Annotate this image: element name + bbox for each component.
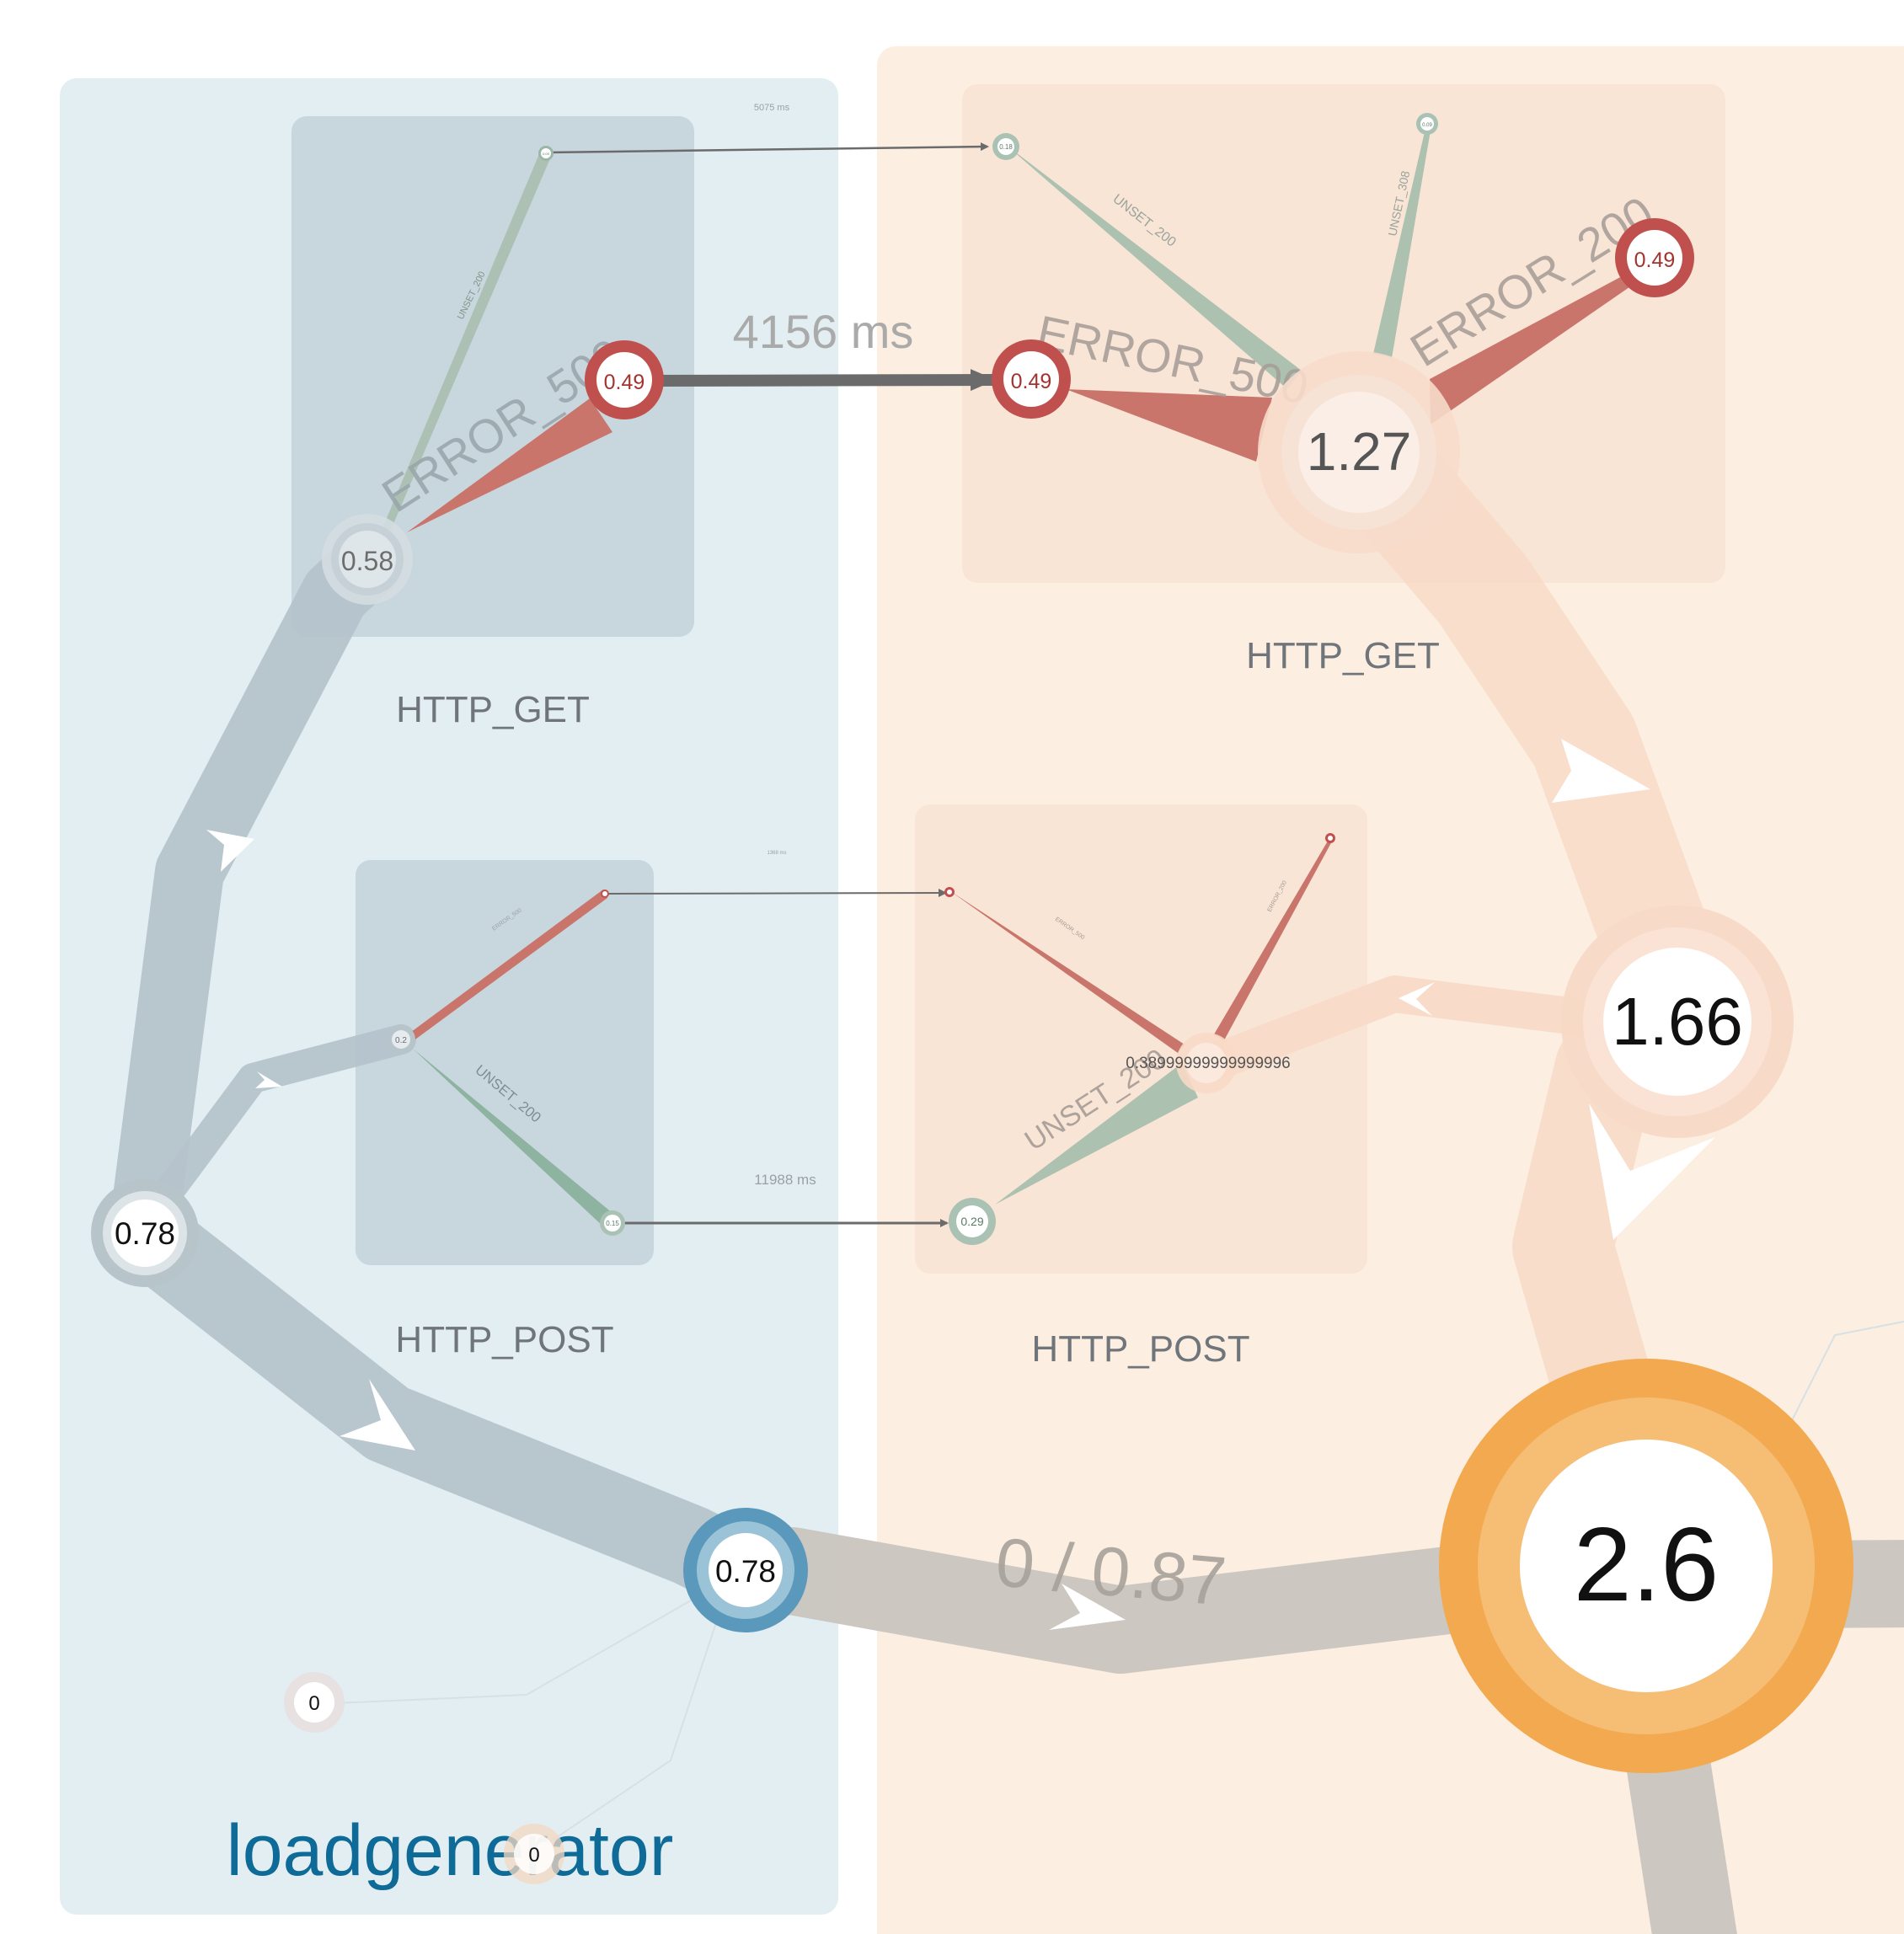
edge-fe-get-error200[interactable]	[1430, 275, 1638, 425]
flow-fe-mid-to-get	[1331, 421, 1719, 1015]
svg-text:0.78: 0.78	[715, 1554, 776, 1589]
latency-label-get-call: 4156 ms	[733, 305, 914, 358]
chevron-icon	[206, 830, 254, 872]
fe-get-group[interactable]	[962, 84, 1725, 583]
service-name-loadgenerator: loadgenerator	[227, 1810, 674, 1891]
node-fe-post-error-out[interactable]	[1325, 833, 1335, 843]
svg-text:0.49: 0.49	[1634, 248, 1676, 272]
edge-lg-get-unset[interactable]	[367, 150, 551, 573]
edge-fe-post-unset[interactable]	[995, 1063, 1198, 1205]
chevron-icon	[340, 1379, 415, 1450]
edge-call-get-error[interactable]	[650, 369, 996, 392]
node-fe-get-error-in[interactable]: 0.49	[992, 339, 1071, 419]
fe-post-group[interactable]	[915, 804, 1367, 1274]
edge-call-post-small[interactable]	[606, 889, 947, 898]
node-lg-idle-b[interactable]: 0	[504, 1824, 564, 1884]
flow-fe-mid-to-post	[1195, 975, 1615, 1082]
svg-text:0.78: 0.78	[115, 1216, 175, 1251]
svg-text:0.38999999999999996: 0.38999999999999996	[1126, 1055, 1290, 1072]
chevron-icon	[1589, 1103, 1715, 1240]
chevron-icon	[255, 1071, 282, 1088]
node-lg-post-error[interactable]	[601, 890, 609, 898]
group-label-fe-post: HTTP_POST	[1031, 1328, 1249, 1370]
svg-text:0.49: 0.49	[1011, 370, 1052, 393]
svg-text:1.27: 1.27	[1307, 421, 1412, 482]
flow-lg-root-to-post	[150, 1024, 416, 1211]
node-fe-main[interactable]: 2.6	[1439, 1359, 1853, 1773]
svg-text:2.6: 2.6	[1574, 1507, 1719, 1623]
svg-text:0.49: 0.49	[604, 371, 645, 394]
edge-fe-get-unset200[interactable]	[1006, 145, 1302, 389]
chevron-icon	[1552, 739, 1650, 803]
node-lg-get-error[interactable]: 0.49	[585, 340, 664, 419]
latency-label-post: 11988 ms	[754, 1172, 816, 1188]
node-fe-get-error-out[interactable]: 0.49	[1615, 218, 1694, 297]
chevron-icon	[1399, 982, 1435, 1016]
node-fe-post-error-in[interactable]	[944, 887, 955, 897]
edge-lg-post-unset[interactable]	[413, 1049, 618, 1226]
lg-post-group[interactable]	[356, 860, 654, 1265]
node-fe-get-root[interactable]: 1.27	[1258, 351, 1460, 553]
svg-text:0.58: 0.58	[341, 546, 393, 576]
svg-text:0.29: 0.29	[960, 1215, 983, 1228]
node-fe-post-unset[interactable]: 0.29	[949, 1198, 996, 1245]
chevron-icon	[1049, 1584, 1126, 1630]
node-lg-post-root[interactable]: 0.2	[387, 1025, 415, 1054]
node-lg-idle-a[interactable]: 0	[284, 1672, 345, 1733]
latency-label-post-small: 1368 ms	[767, 851, 786, 856]
edge-lg-get-error[interactable]	[407, 398, 612, 532]
edge-fe-get-error500[interactable]	[1066, 389, 1272, 462]
flow-chevrons	[206, 739, 1715, 1630]
svg-text:0.2: 0.2	[395, 1036, 407, 1045]
node-fe-get-unset200[interactable]: 0.18	[992, 133, 1019, 160]
node-lg-get-root[interactable]: 0.58	[322, 514, 413, 605]
latency-label-get-small: 5075 ms	[754, 103, 790, 113]
svg-text:0: 0	[308, 1692, 319, 1715]
edge-fe-get-unset308[interactable]	[1373, 125, 1431, 358]
edge-call-get-small[interactable]	[547, 142, 989, 154]
svg-text:1.66: 1.66	[1612, 984, 1743, 1059]
edge-lg-post-error[interactable]	[401, 890, 607, 1046]
node-fe-mid[interactable]: 1.66	[1561, 906, 1794, 1138]
edge-fe-post-error[interactable]	[950, 891, 1185, 1053]
node-lg-post-unset[interactable]: 0.15	[600, 1210, 625, 1236]
node-lg-root[interactable]: 0.78	[91, 1179, 199, 1287]
svg-text:0: 0	[528, 1844, 539, 1867]
group-label-lg-get: HTTP_GET	[396, 689, 590, 730]
edge-fe-post-error2[interactable]	[1214, 838, 1333, 1040]
svg-text:0.09: 0.09	[1422, 123, 1432, 128]
svg-text:0.09: 0.09	[543, 152, 550, 156]
group-label-fe-get: HTTP_GET	[1246, 635, 1440, 676]
group-label-lg-post: HTTP_POST	[395, 1319, 613, 1360]
node-lg-exit[interactable]: 0.78	[683, 1508, 808, 1632]
svg-text:0.18: 0.18	[999, 143, 1013, 151]
node-fe-post-root[interactable]: 0.38999999999999996	[1126, 1033, 1291, 1093]
node-fe-get-unset308[interactable]: 0.09	[1416, 113, 1438, 135]
svg-text:0.15: 0.15	[606, 1220, 619, 1227]
node-lg-get-unset[interactable]: 0.09	[538, 146, 554, 161]
